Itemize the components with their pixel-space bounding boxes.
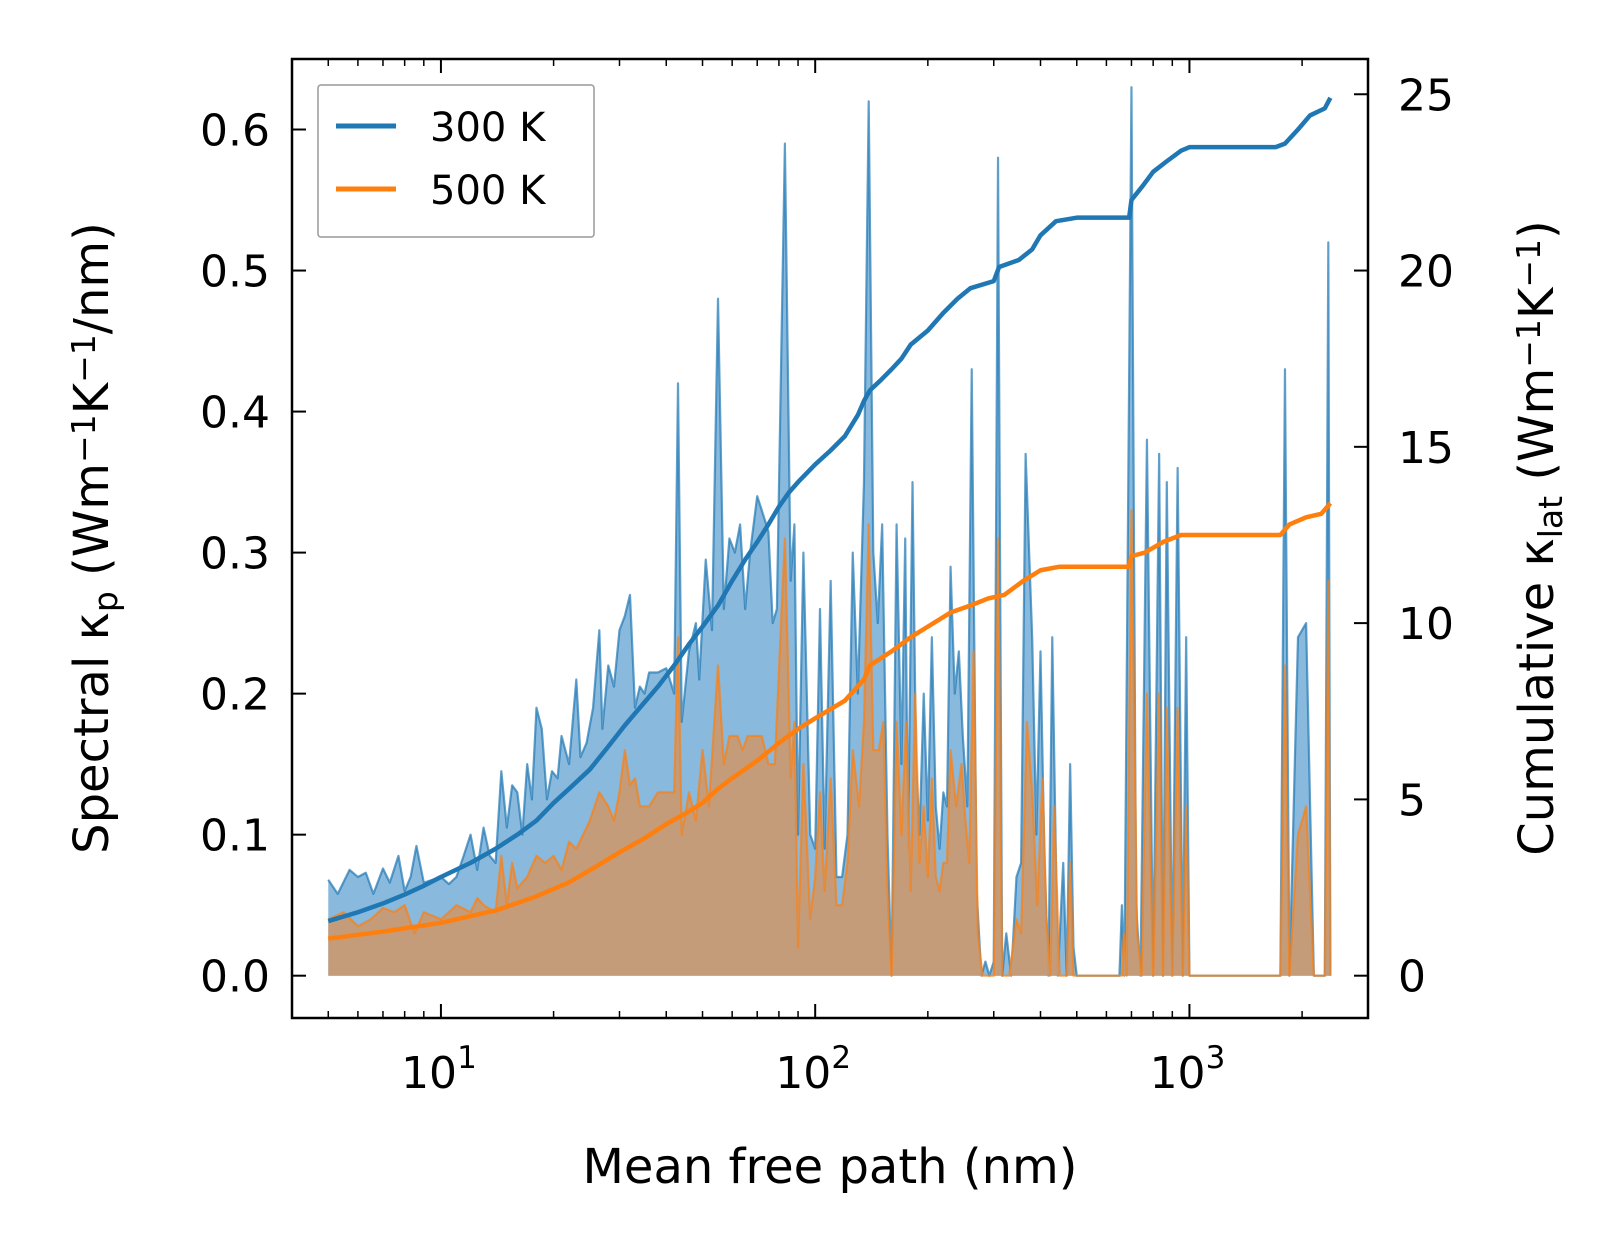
x-tick-label: 101 [401, 1040, 477, 1099]
plot-area [327, 86, 1333, 977]
y-axis-left-label: Spectral κp (Wm−1K−1/nm) [64, 222, 125, 854]
labels: 101 102 103 0.0 0.1 0.2 0.3 0.4 0.5 0.6 0 5 10 15 20 25 [200, 70, 1454, 1099]
y-right-tick-label: 15 [1398, 423, 1454, 474]
y-right-tick-label: 25 [1398, 70, 1454, 121]
legend: 300 K 500 K [317, 84, 595, 238]
spectral-line-500k [327, 509, 1332, 977]
y-left-tick-label: 0.6 [200, 106, 270, 157]
y-left-tick-label: 0.4 [200, 388, 270, 439]
y-left-tick-label: 0.2 [200, 670, 270, 721]
y-left-tick-label: 0.3 [200, 529, 270, 580]
y-left-tick-label: 0.5 [200, 247, 270, 298]
legend-label-300k: 300 K [430, 105, 547, 151]
cumulative-line-300k [327, 96, 1333, 924]
y-left-tick-label: 0.0 [200, 952, 270, 1003]
legend-label-500k: 500 K [430, 168, 547, 214]
axes-frame [290, 57, 1370, 1020]
y-right-tick-label: 20 [1398, 247, 1454, 298]
spectral-area-500k [328, 510, 1331, 976]
x-tick-label: 103 [1150, 1040, 1226, 1099]
cumulative-line-500k [327, 501, 1333, 941]
y-right-tick-label: 0 [1398, 952, 1426, 1003]
y-axis-right-label: Cumulative κlat (Wm−1K−1) [1509, 220, 1570, 856]
y-right-tick-label: 5 [1398, 775, 1426, 826]
spectral-area-300k [328, 87, 1331, 976]
x-tick-label: 102 [775, 1040, 851, 1099]
y-left-tick-label: 0.1 [200, 811, 270, 862]
legend-box [317, 84, 595, 238]
y-right-tick-label: 10 [1398, 599, 1454, 650]
x-axis-label: Mean free path (nm) [583, 1139, 1078, 1195]
